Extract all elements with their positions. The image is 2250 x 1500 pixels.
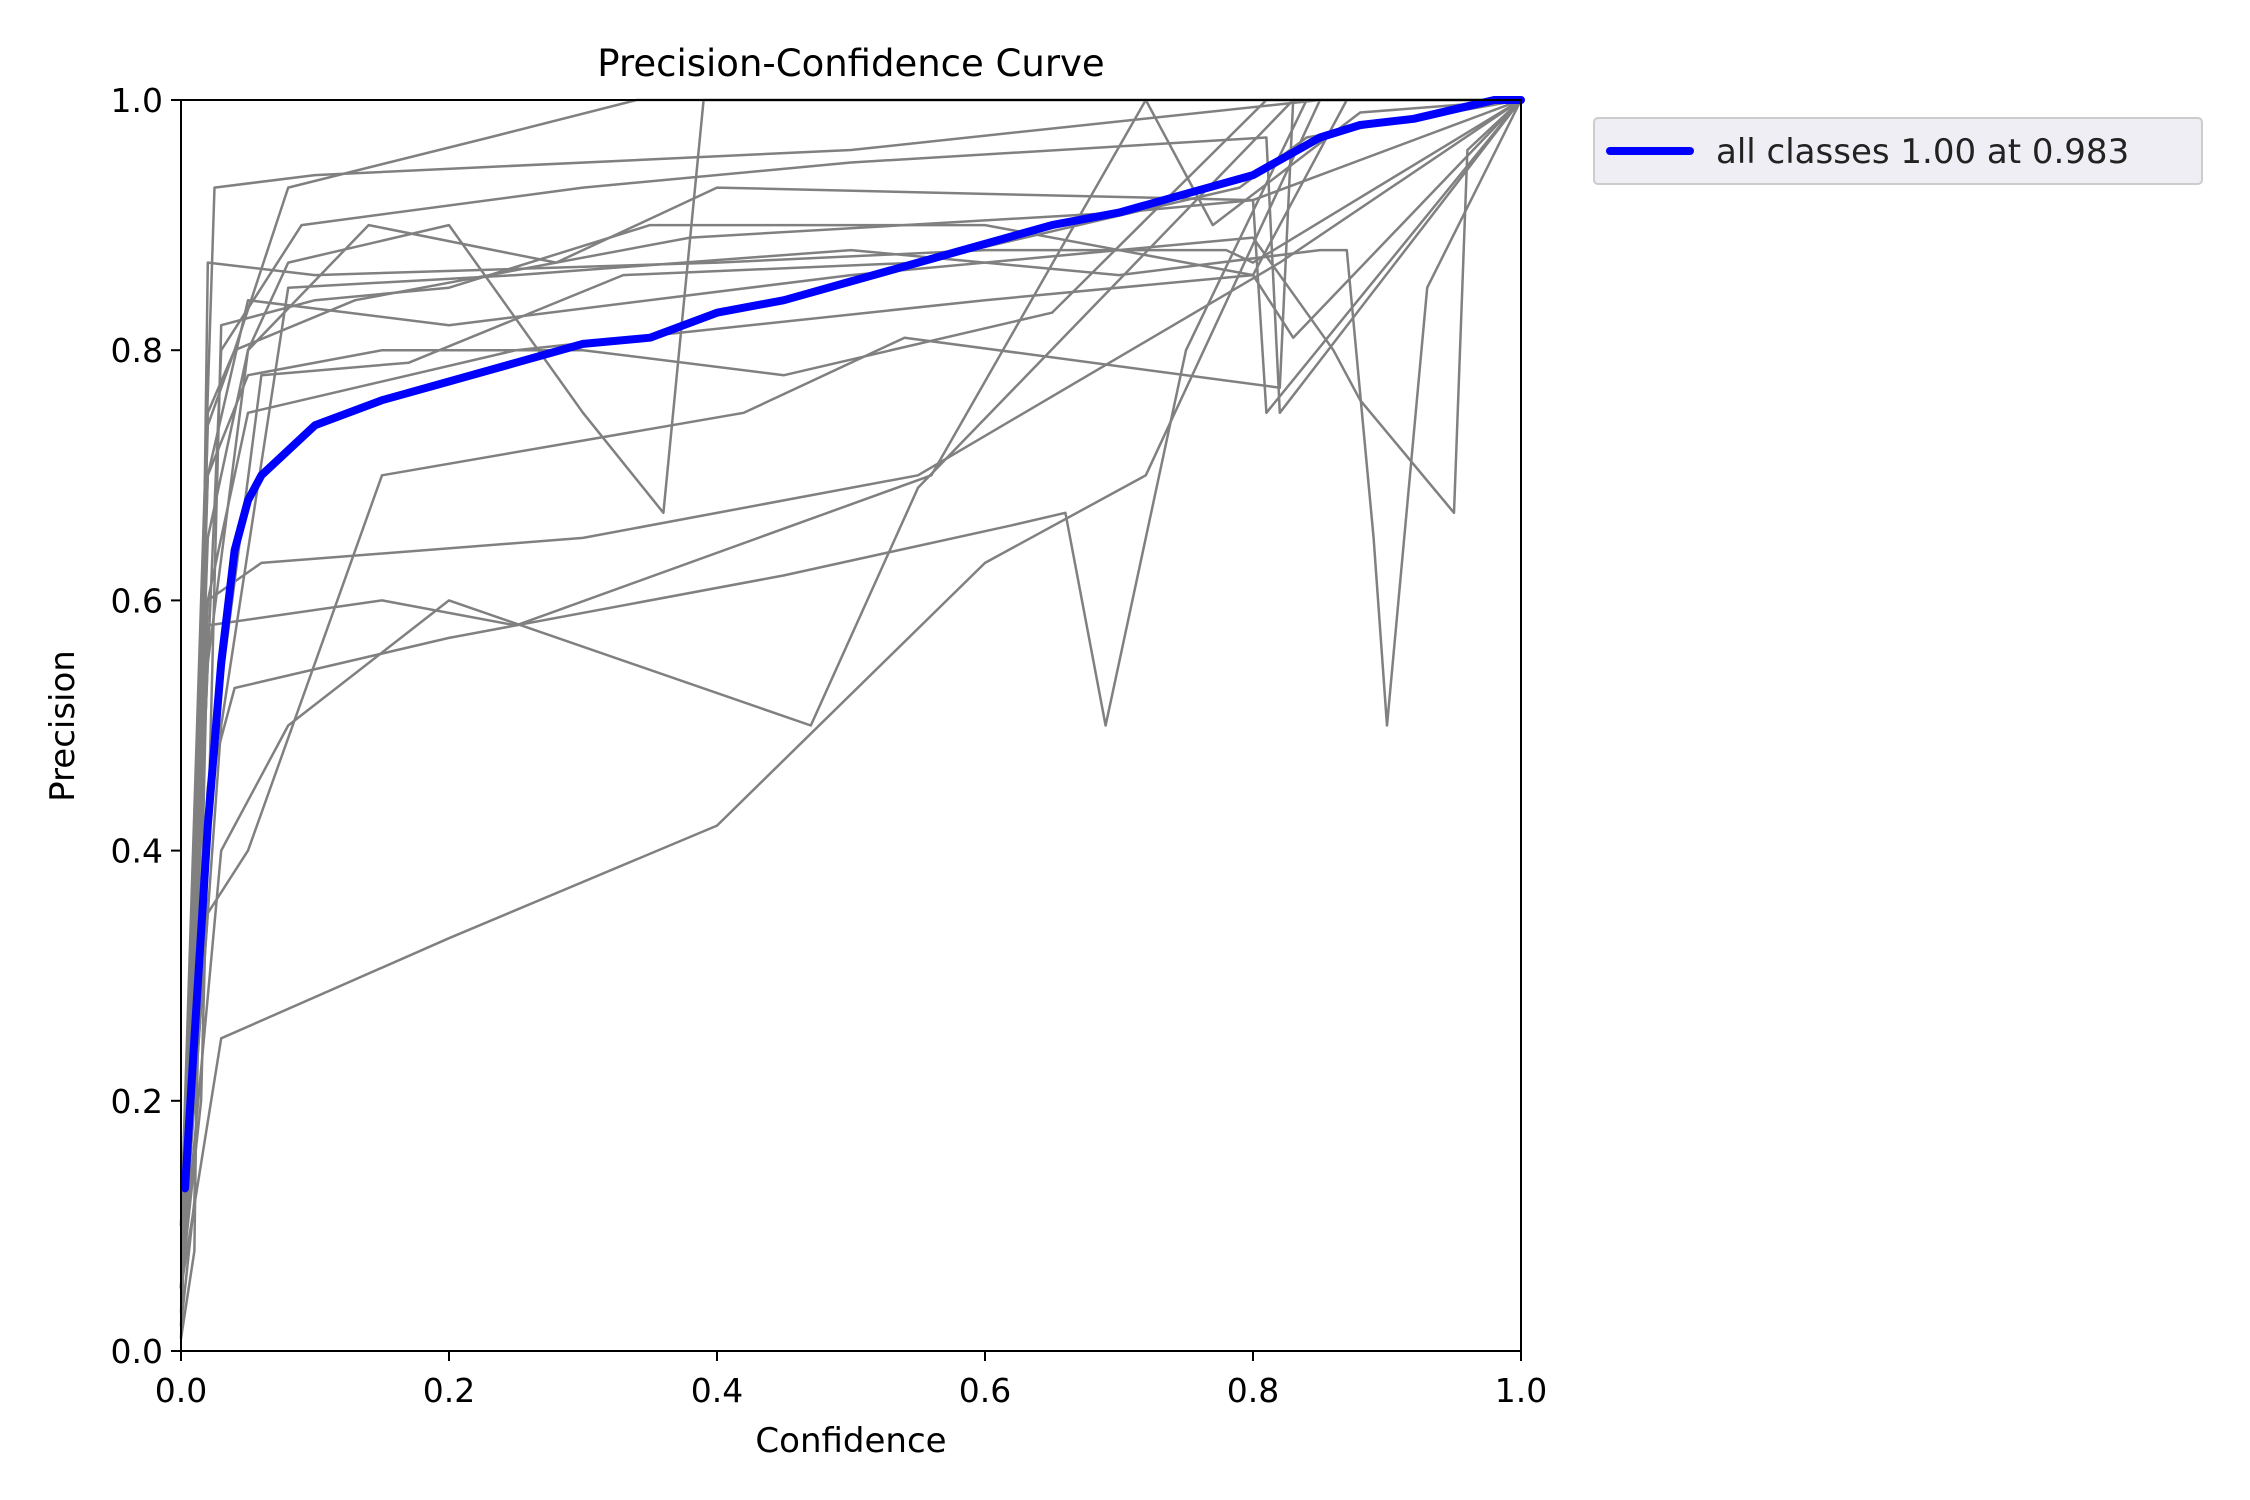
x-axis-label: Confidence [755,1421,946,1461]
legend: all classes 1.00 at 0.983 [1593,117,2203,185]
class-curve-16 [179,99,1522,1314]
y-tick-label: 0.0 [111,1332,163,1371]
y-tick-label: 0.2 [111,1082,163,1121]
class-curve-13 [179,99,1522,1289]
all-classes-curve [181,96,1525,1193]
legend-box [1593,117,2203,185]
class-curve-7 [179,98,1521,1289]
y-axis: 0.0 0.2 0.4 0.6 0.8 1.0 [111,81,181,1371]
all-classes-line-group [181,96,1525,1193]
plot-area-frame [180,99,1522,1352]
y-tick-label: 0.6 [111,581,163,620]
x-tick-label: 0.0 [155,1371,207,1410]
x-tick-label: 1.0 [1495,1371,1547,1410]
y-tick-label: 0.8 [111,331,163,370]
x-tick-label: 0.4 [691,1371,743,1410]
chart-title: Precision-Confidence Curve [597,42,1104,85]
class-lines-group [179,98,1523,1339]
x-axis: 0.0 0.2 0.4 0.6 0.8 1.0 [155,1351,1547,1410]
x-tick-label: 0.2 [423,1371,475,1410]
legend-label-all-classes: all classes 1.00 at 0.983 [1716,132,2129,172]
y-tick-label: 0.4 [111,832,163,871]
y-tick-label: 1.0 [111,81,163,120]
x-tick-label: 0.8 [1227,1371,1279,1410]
class-curve-6 [179,98,1521,1289]
class-curve-12 [179,99,1522,1339]
x-tick-label: 0.6 [959,1371,1011,1410]
class-curve-17 [179,98,1521,1289]
class-curve-9 [179,99,1523,1289]
y-axis-label: Precision [43,650,83,802]
class-curve-4 [179,98,1521,1226]
class-curve-14 [179,98,1521,1289]
